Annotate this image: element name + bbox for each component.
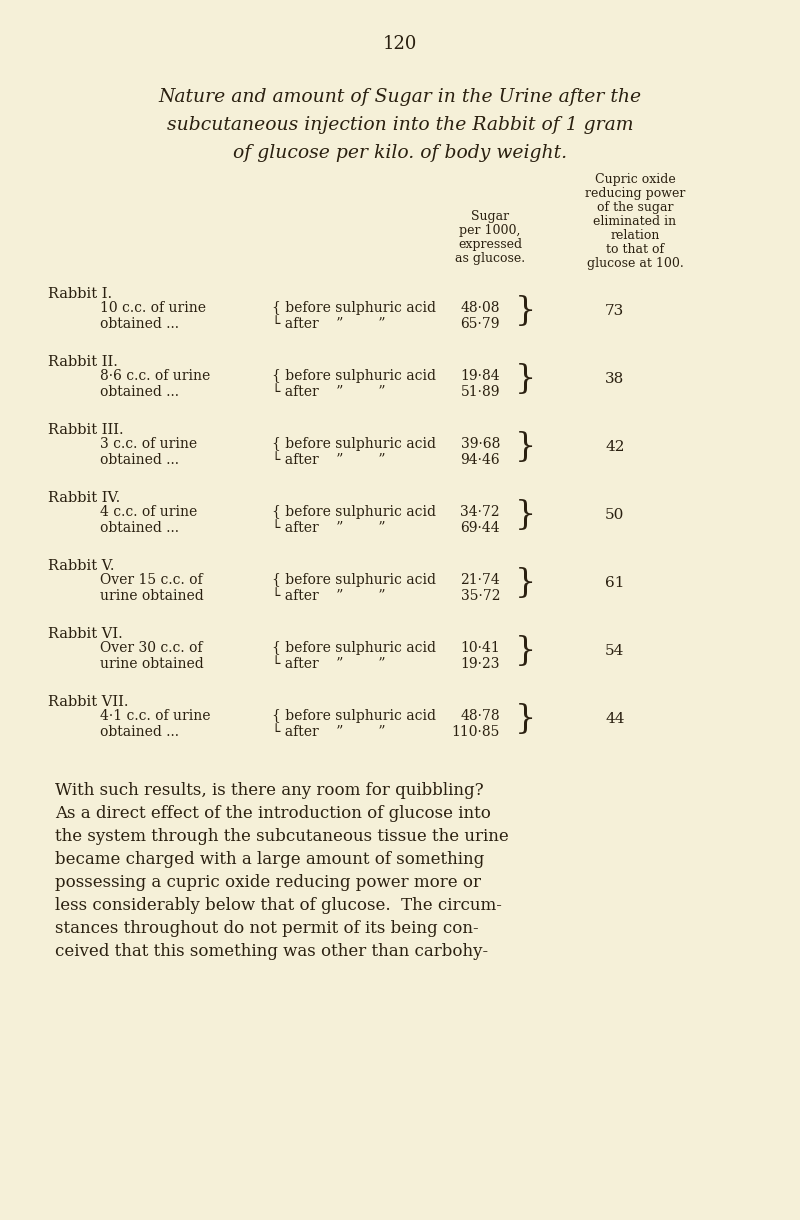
Text: Rabbit II.: Rabbit II.	[48, 355, 118, 368]
Text: Sugar: Sugar	[471, 210, 509, 223]
Text: └ after    ”        ”: └ after ” ”	[272, 317, 386, 331]
Text: Rabbit III.: Rabbit III.	[48, 423, 124, 437]
Text: ceived that this something was other than carbohy-: ceived that this something was other tha…	[55, 943, 488, 960]
Text: possessing a cupric oxide reducing power more or: possessing a cupric oxide reducing power…	[55, 874, 481, 891]
Text: Rabbit I.: Rabbit I.	[48, 287, 112, 301]
Text: └ after    ”        ”: └ after ” ”	[272, 521, 386, 536]
Text: 65·79: 65·79	[461, 317, 500, 331]
Text: 19·84: 19·84	[460, 368, 500, 383]
Text: obtained ...: obtained ...	[100, 521, 179, 536]
Text: 61: 61	[605, 576, 625, 590]
Text: Over 15 c.c. of: Over 15 c.c. of	[100, 573, 202, 587]
Text: became charged with a large amount of something: became charged with a large amount of so…	[55, 852, 484, 867]
Text: 48·78: 48·78	[460, 709, 500, 723]
Text: glucose at 100.: glucose at 100.	[586, 257, 683, 270]
Text: { before sulphuric acid: { before sulphuric acid	[272, 301, 436, 315]
Text: 4 c.c. of urine: 4 c.c. of urine	[100, 505, 198, 518]
Text: 4·1 c.c. of urine: 4·1 c.c. of urine	[100, 709, 210, 723]
Text: relation: relation	[610, 229, 660, 242]
Text: Rabbit V.: Rabbit V.	[48, 559, 114, 573]
Text: 39·68: 39·68	[461, 437, 500, 451]
Text: { before sulphuric acid: { before sulphuric acid	[272, 709, 436, 723]
Text: Rabbit VI.: Rabbit VI.	[48, 627, 122, 640]
Text: }: }	[515, 703, 536, 734]
Text: obtained ...: obtained ...	[100, 725, 179, 739]
Text: obtained ...: obtained ...	[100, 386, 179, 399]
Text: With such results, is there any room for quibbling?: With such results, is there any room for…	[55, 782, 484, 799]
Text: Rabbit VII.: Rabbit VII.	[48, 695, 129, 709]
Text: as glucose.: as glucose.	[455, 253, 525, 265]
Text: expressed: expressed	[458, 238, 522, 251]
Text: eliminated in: eliminated in	[594, 215, 677, 228]
Text: Cupric oxide: Cupric oxide	[594, 173, 675, 185]
Text: └ after    ”        ”: └ after ” ”	[272, 589, 386, 603]
Text: 69·44: 69·44	[460, 521, 500, 536]
Text: └ after    ”        ”: └ after ” ”	[272, 453, 386, 467]
Text: └ after    ”        ”: └ after ” ”	[272, 658, 386, 671]
Text: 10·41: 10·41	[460, 640, 500, 655]
Text: 42: 42	[605, 440, 625, 454]
Text: 73: 73	[605, 304, 624, 318]
Text: As a direct effect of the introduction of glucose into: As a direct effect of the introduction o…	[55, 805, 491, 822]
Text: { before sulphuric acid: { before sulphuric acid	[272, 437, 436, 451]
Text: }: }	[515, 364, 536, 395]
Text: the system through the subcutaneous tissue the urine: the system through the subcutaneous tiss…	[55, 828, 509, 845]
Text: reducing power: reducing power	[585, 187, 685, 200]
Text: └ after    ”        ”: └ after ” ”	[272, 725, 386, 739]
Text: obtained ...: obtained ...	[100, 453, 179, 467]
Text: Over 30 c.c. of: Over 30 c.c. of	[100, 640, 202, 655]
Text: 34·72: 34·72	[460, 505, 500, 518]
Text: }: }	[515, 634, 536, 667]
Text: 3 c.c. of urine: 3 c.c. of urine	[100, 437, 197, 451]
Text: }: }	[515, 499, 536, 531]
Text: to that of: to that of	[606, 243, 664, 256]
Text: 51·89: 51·89	[461, 386, 500, 399]
Text: 50: 50	[605, 508, 624, 522]
Text: of glucose per kilo. of body weight.: of glucose per kilo. of body weight.	[233, 144, 567, 162]
Text: urine obtained: urine obtained	[100, 658, 204, 671]
Text: 8·6 c.c. of urine: 8·6 c.c. of urine	[100, 368, 210, 383]
Text: per 1000,: per 1000,	[459, 224, 521, 237]
Text: 110·85: 110·85	[452, 725, 500, 739]
Text: 38: 38	[605, 372, 624, 386]
Text: Rabbit IV.: Rabbit IV.	[48, 490, 120, 505]
Text: }: }	[515, 295, 536, 327]
Text: 10 c.c. of urine: 10 c.c. of urine	[100, 301, 206, 315]
Text: }: }	[515, 431, 536, 464]
Text: 120: 120	[383, 35, 417, 52]
Text: 94·46: 94·46	[460, 453, 500, 467]
Text: { before sulphuric acid: { before sulphuric acid	[272, 640, 436, 655]
Text: }: }	[515, 567, 536, 599]
Text: 54: 54	[605, 644, 624, 658]
Text: 44: 44	[605, 712, 625, 726]
Text: { before sulphuric acid: { before sulphuric acid	[272, 573, 436, 587]
Text: 19·23: 19·23	[461, 658, 500, 671]
Text: Nature and amount of Sugar in the Urine after the: Nature and amount of Sugar in the Urine …	[158, 88, 642, 106]
Text: less considerably below that of glucose.  The circum-: less considerably below that of glucose.…	[55, 897, 502, 914]
Text: urine obtained: urine obtained	[100, 589, 204, 603]
Text: └ after    ”        ”: └ after ” ”	[272, 386, 386, 399]
Text: stances throughout do not permit of its being con-: stances throughout do not permit of its …	[55, 920, 478, 937]
Text: 21·74: 21·74	[460, 573, 500, 587]
Text: 48·08: 48·08	[461, 301, 500, 315]
Text: 35·72: 35·72	[461, 589, 500, 603]
Text: of the sugar: of the sugar	[597, 201, 674, 214]
Text: { before sulphuric acid: { before sulphuric acid	[272, 505, 436, 518]
Text: subcutaneous injection into the Rabbit of 1 gram: subcutaneous injection into the Rabbit o…	[166, 116, 634, 134]
Text: obtained ...: obtained ...	[100, 317, 179, 331]
Text: { before sulphuric acid: { before sulphuric acid	[272, 368, 436, 383]
